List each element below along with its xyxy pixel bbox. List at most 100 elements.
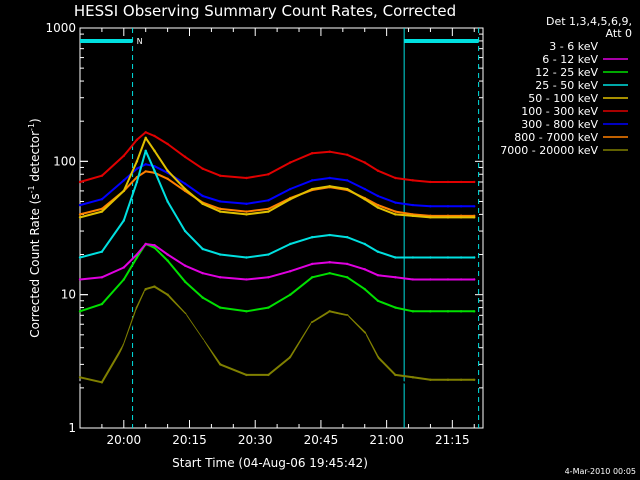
data-point <box>267 210 270 213</box>
x-tick-label: 21:15 <box>435 433 470 447</box>
data-point <box>144 287 147 291</box>
series-5 <box>78 131 476 184</box>
series-6 <box>78 163 476 208</box>
data-point <box>328 312 331 315</box>
data-point <box>429 278 432 281</box>
data-point <box>411 383 415 387</box>
data-point <box>376 250 380 253</box>
data-point <box>310 152 314 155</box>
data-point <box>144 131 147 134</box>
data-point <box>394 306 397 309</box>
markers: N <box>80 28 480 428</box>
series-0 <box>78 289 476 406</box>
y-axis: 1 10 100 1000 <box>45 21 483 435</box>
data-point <box>78 180 82 184</box>
data-point <box>135 160 139 163</box>
data-point <box>135 310 139 313</box>
data-point <box>346 235 349 239</box>
data-point <box>78 278 82 281</box>
data-point <box>429 256 432 259</box>
data-point <box>346 179 349 182</box>
legend-label: 6 - 12 keV <box>542 53 598 66</box>
data-point <box>122 154 126 158</box>
data-point <box>446 180 450 184</box>
data-point <box>376 206 380 209</box>
data-point <box>328 176 331 180</box>
data-point <box>473 403 476 406</box>
data-point <box>245 310 248 313</box>
data-point <box>328 271 331 275</box>
data-point <box>166 177 169 180</box>
data-point <box>153 243 156 247</box>
data-point <box>267 199 270 202</box>
series-line <box>79 136 475 219</box>
data-point <box>376 194 380 198</box>
data-point <box>411 376 415 379</box>
data-point <box>78 376 82 379</box>
data-point <box>218 210 222 213</box>
data-point <box>218 174 222 177</box>
data-point <box>144 290 147 294</box>
y-tick-label: 10 <box>61 288 76 302</box>
data-point <box>363 333 366 337</box>
data-point <box>201 167 204 170</box>
x-tick-label: 20:15 <box>172 433 207 447</box>
data-point <box>376 203 380 207</box>
y-axis-label-part1: Corrected Count Rate (s <box>28 193 42 337</box>
legend-label: 25 - 50 keV <box>535 79 598 92</box>
data-point <box>346 187 349 191</box>
data-point <box>122 219 126 222</box>
data-point <box>122 346 126 349</box>
data-point <box>346 153 349 156</box>
data-point <box>245 256 248 259</box>
data-point <box>100 381 104 384</box>
data-point <box>122 189 126 193</box>
data-point <box>473 216 476 219</box>
data-point <box>153 246 156 249</box>
data-point <box>376 299 380 302</box>
data-point <box>267 276 270 279</box>
data-point <box>78 203 82 207</box>
data-point <box>183 155 187 159</box>
data-point <box>122 266 126 269</box>
data-point <box>78 381 82 384</box>
data-point <box>245 210 248 213</box>
data-point <box>411 214 415 218</box>
data-point <box>411 203 415 207</box>
data-point <box>218 253 222 256</box>
data-point <box>376 273 380 277</box>
data-point <box>446 205 450 208</box>
data-point <box>135 256 139 259</box>
data-point <box>218 367 222 370</box>
data-point <box>376 169 380 172</box>
data-point <box>135 253 139 256</box>
data-point <box>135 167 139 170</box>
data-point <box>310 323 314 326</box>
series-line <box>79 131 475 183</box>
data-point <box>78 310 82 313</box>
series-line <box>79 285 475 384</box>
series-3 <box>78 149 476 259</box>
legend-label: 800 - 7000 keV <box>514 131 598 144</box>
data-point <box>100 392 104 396</box>
data-point <box>218 363 222 366</box>
data-point <box>166 169 169 172</box>
data-point <box>144 136 147 140</box>
data-point <box>429 216 432 219</box>
data-point <box>376 359 380 362</box>
data-point <box>289 161 292 164</box>
data-point <box>429 205 432 208</box>
data-point <box>310 187 314 191</box>
data-point <box>429 180 432 184</box>
data-point <box>446 278 450 281</box>
data-point <box>201 271 204 275</box>
series-8 <box>78 285 476 384</box>
data-point <box>183 229 187 233</box>
series-4 <box>78 136 476 219</box>
data-point <box>328 310 331 313</box>
data-point <box>100 302 104 306</box>
data-point <box>166 296 169 299</box>
x-axis: 20:00 20:15 20:30 20:45 21:00 21:15 <box>79 28 475 447</box>
